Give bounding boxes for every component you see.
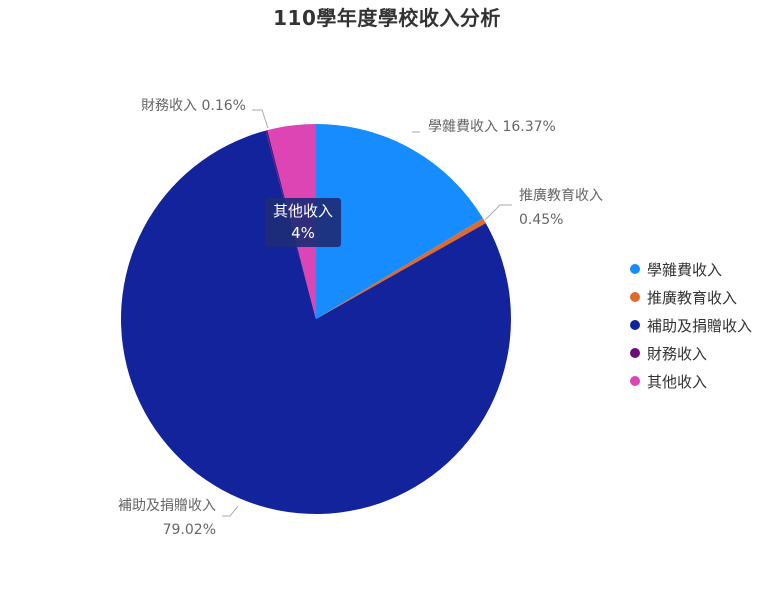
slice-label-4: 財務收入 0.16% [141, 98, 246, 114]
legend-item-4[interactable]: 財務收入 [630, 339, 752, 367]
leader-line-2 [484, 204, 512, 221]
legend-label: 推廣教育收入 [647, 288, 738, 307]
pie-slice-3[interactable] [120, 130, 512, 514]
pie-slice-1[interactable] [316, 124, 484, 319]
pie-slice-2[interactable] [316, 218, 486, 319]
legend-item-5[interactable]: 其他收入 [630, 367, 752, 395]
slice-label-1: 學雜費收入 16.37% [428, 119, 556, 135]
slice-label-2: 推廣教育收入 [519, 187, 603, 204]
legend-label: 學雜費收入 [647, 260, 723, 279]
slice-tooltip: 其他收入 4% [265, 198, 341, 247]
legend-marker-icon [630, 320, 640, 330]
legend-marker-icon [630, 348, 640, 358]
legend-label: 補助及捐贈收入 [647, 316, 753, 335]
legend-item-2[interactable]: 推廣教育收入 [630, 283, 752, 311]
slice-label-3: 補助及捐贈收入 [118, 498, 216, 514]
legend-label: 財務收入 [647, 344, 708, 363]
tooltip-value: 4% [291, 224, 315, 242]
legend-marker-icon [630, 376, 640, 386]
chart-title: 110學年度學校收入分析 [273, 6, 501, 30]
legend: 學雜費收入推廣教育收入 補助及捐贈收入 財務收入其他收入 [630, 255, 752, 395]
legend-item-1[interactable]: 學雜費收入 [630, 255, 752, 283]
legend-label: 其他收入 [647, 372, 708, 391]
leader-line-4 [252, 109, 269, 129]
slice-value-label-3: 79.02% [163, 522, 216, 538]
legend-item-3[interactable]: 補助及捐贈收入 [630, 311, 752, 339]
leader-line-3 [222, 505, 239, 517]
tooltip-label: 其他收入 [272, 202, 333, 220]
slice-value-label-2: 0.45% [519, 212, 563, 228]
legend-marker-icon [630, 264, 640, 274]
legend-marker-icon [630, 292, 640, 302]
